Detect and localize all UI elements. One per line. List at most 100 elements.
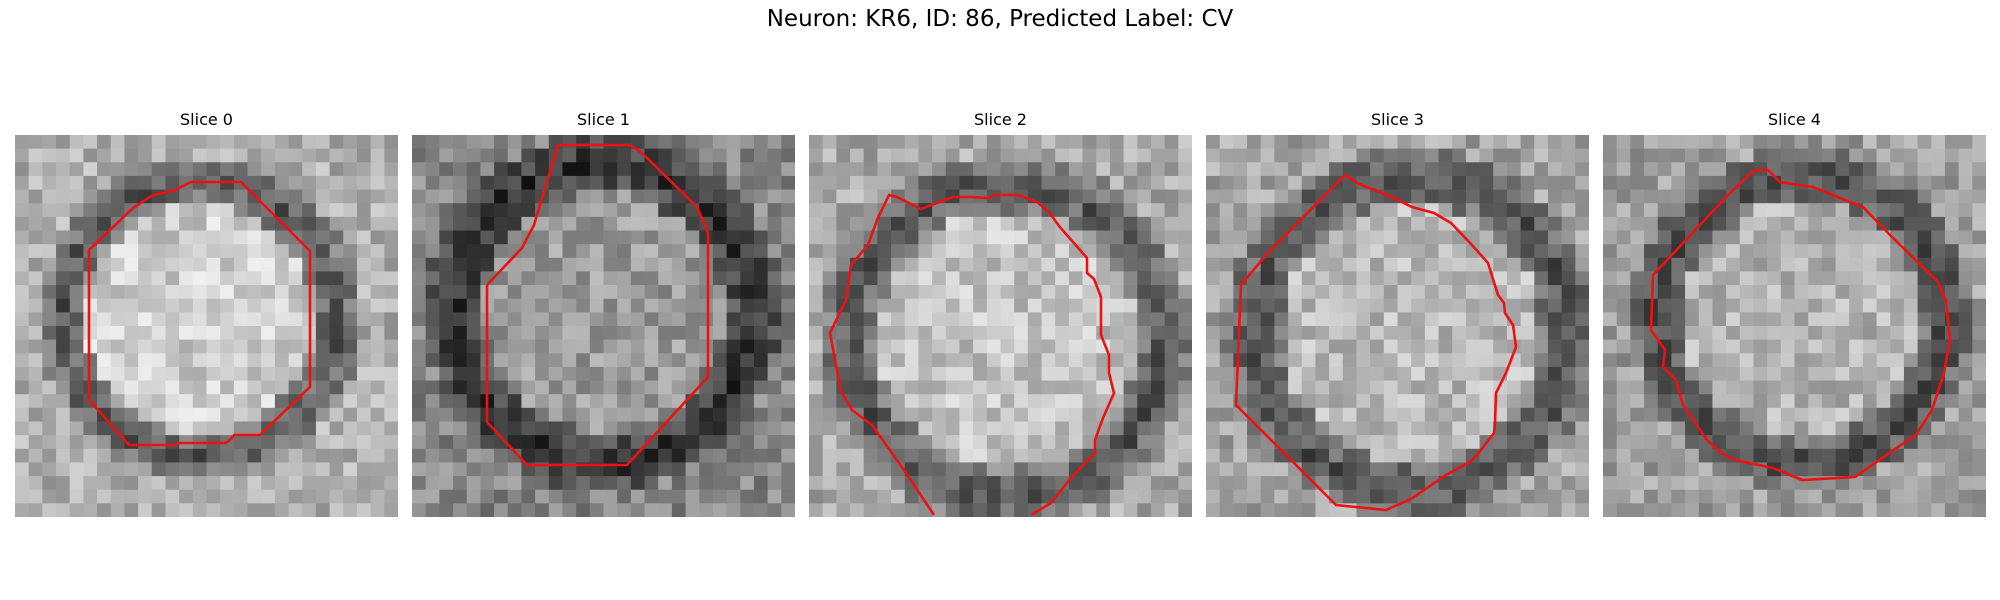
pixel [850,148,865,163]
pixel [945,298,961,313]
pixel [42,135,57,150]
pixel [1712,489,1727,504]
pixel [1808,326,1823,341]
pixel [1370,162,1385,177]
pixel [1109,298,1125,313]
pixel [261,230,276,245]
pixel [809,189,824,204]
pixel [1452,135,1467,150]
pixel [1944,489,1960,504]
pixel [973,394,988,409]
pixel [1862,271,1878,286]
pixel [329,353,344,368]
pixel [1506,203,1522,218]
pixel [1616,298,1631,313]
pixel [1424,257,1440,273]
pixel [1534,380,1549,395]
pixel [1068,135,1084,150]
pixel [1958,285,1973,300]
pixel [1944,203,1960,218]
pixel [261,162,276,177]
pixel [959,366,974,382]
pixel [1356,380,1371,395]
pixel [904,148,920,163]
pixel [685,353,700,368]
pixel [726,298,741,313]
pixel [932,298,947,313]
pixel [1274,135,1289,150]
pixel [261,394,276,409]
pixel [1821,448,1837,464]
pixel [412,148,427,163]
pixel [1972,298,1986,313]
pixel [1657,394,1672,409]
pixel [494,244,509,259]
pixel [1808,230,1823,245]
pixel [1370,298,1385,313]
pixel [1603,407,1618,423]
pixel [535,353,550,368]
pixel [1137,421,1152,436]
pixel [1712,380,1727,395]
pixel [315,366,331,382]
pixel [1835,271,1850,286]
pixel [1944,421,1960,436]
pixel [1096,353,1111,368]
pixel [1493,312,1508,327]
pixel [1685,503,1700,517]
pixel [1862,312,1878,327]
pixel [1438,394,1453,409]
pixel [1561,476,1576,491]
pixel [1301,216,1317,232]
pixel [69,298,84,313]
pixel [83,366,98,382]
pixel [138,285,153,300]
pixel [233,230,249,245]
pixel [1890,326,1905,341]
pixel [617,175,632,191]
pixel [1150,298,1166,313]
pixel [1055,448,1070,464]
pixel [1233,435,1248,450]
pixel [1575,476,1589,491]
pixel [877,285,892,300]
pixel [1178,421,1192,436]
pixel [1096,489,1111,504]
pixel [412,230,427,245]
pixel [110,298,126,313]
pixel [1726,298,1741,313]
pixel [850,489,865,504]
pixel [1726,271,1741,286]
pixel [412,476,427,491]
pixel [877,380,892,395]
pixel [1794,162,1809,177]
pixel [1534,135,1549,150]
pixel [1739,489,1755,504]
pixel [1014,135,1029,150]
pixel [1958,257,1973,273]
pixel [753,394,769,409]
pixel [1712,148,1727,163]
pixel [425,366,440,382]
pixel [466,462,481,477]
pixel [1753,298,1768,313]
pixel [1479,407,1494,423]
pixel [97,476,112,491]
pixel [1862,230,1878,245]
pixel [1726,435,1741,450]
pixel [1274,503,1289,517]
pixel [507,339,523,354]
pixel [671,326,687,341]
pixel [1000,298,1015,313]
pixel [863,298,878,313]
pixel [809,339,824,354]
pixel [685,135,700,150]
pixel [384,462,398,477]
pixel [1616,489,1631,504]
pixel [1849,476,1864,491]
pixel [1342,216,1358,232]
pixel [1424,312,1440,327]
pixel [1370,271,1385,286]
pixel [850,298,865,313]
pixel [644,257,659,273]
